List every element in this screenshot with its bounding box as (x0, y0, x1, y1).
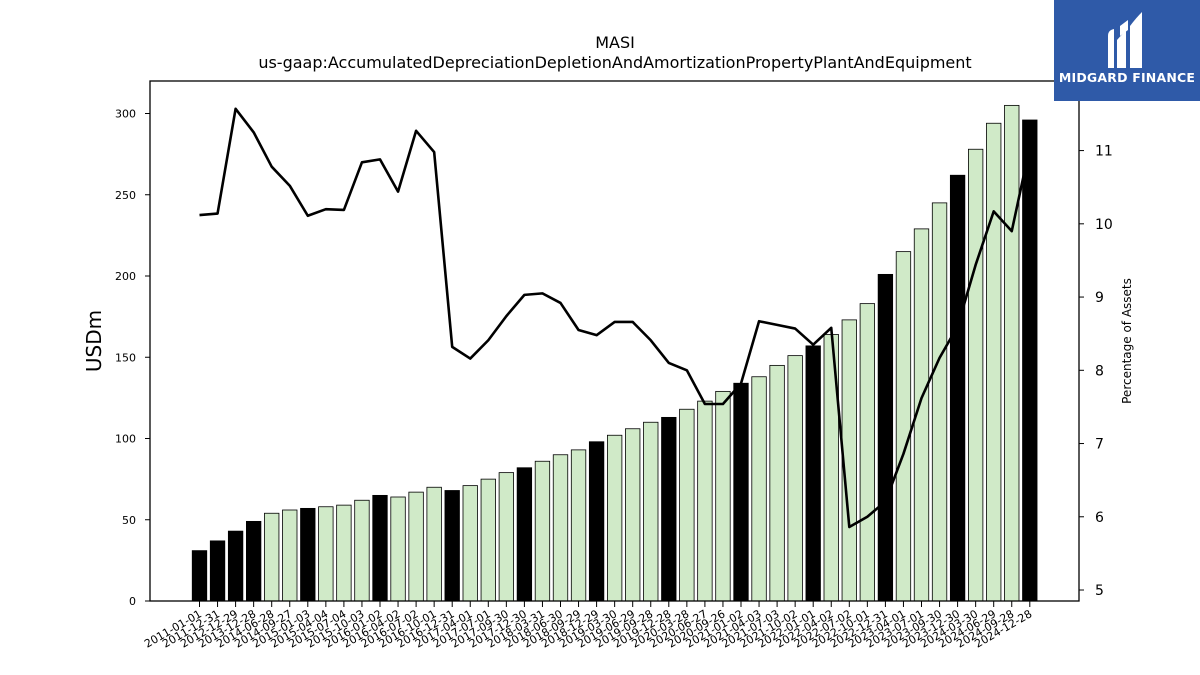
bar (1004, 104, 1020, 602)
bar (245, 520, 262, 602)
bar (769, 364, 785, 602)
y-tick-label: 100 (115, 433, 136, 446)
bar (462, 485, 478, 602)
bar (227, 530, 244, 602)
y-tick-label: 50 (122, 514, 136, 527)
logo: MIDGARD FINANCE (1054, 0, 1200, 101)
y2-tick-label: 5 (1095, 583, 1104, 599)
bar (570, 449, 587, 602)
bar (949, 174, 966, 602)
bar (643, 421, 659, 602)
y-axis-right: 5 6 7 8 9 10 11 (1079, 144, 1113, 599)
bar (986, 122, 1002, 602)
bar (877, 273, 894, 602)
chart-subtitle: us-gaap:AccumulatedDepreciationDepletion… (258, 53, 971, 72)
y2-tick-label: 7 (1095, 437, 1104, 453)
bar (751, 376, 767, 602)
bar (733, 382, 749, 602)
bar (282, 509, 298, 602)
bar (552, 454, 569, 602)
bar (354, 499, 370, 602)
bar (444, 490, 460, 602)
bar (516, 467, 533, 602)
bar (300, 507, 316, 602)
bar (264, 512, 280, 602)
y2-tick-label: 6 (1095, 510, 1104, 526)
y-axis-left: 0 50 100 150 200 250 300 (115, 108, 150, 608)
bar (661, 416, 677, 602)
bar (805, 345, 821, 602)
y-tick-label: 200 (115, 270, 136, 283)
chart-title: MASI (595, 33, 635, 52)
bar (209, 540, 226, 602)
bar (480, 478, 496, 602)
bar (191, 550, 208, 602)
line-series (199, 107, 1032, 529)
midgard-logo-icon (1108, 12, 1142, 68)
bar (426, 486, 442, 602)
y-tick-label: 0 (129, 595, 136, 608)
bar (968, 148, 984, 602)
bar (408, 491, 424, 602)
bar (625, 428, 641, 602)
bar (697, 400, 713, 602)
bar (607, 434, 623, 602)
bar (859, 303, 875, 602)
y2-tick-label: 8 (1095, 363, 1104, 379)
y-tick-label: 250 (115, 189, 136, 202)
bar (390, 496, 406, 602)
y-tick-label: 300 (115, 108, 136, 121)
line-group (199, 107, 1032, 529)
bar-group (191, 104, 1038, 602)
bar (787, 355, 803, 602)
bar (372, 494, 388, 602)
y2-axis-label: Percentage of Assets (1120, 278, 1134, 404)
y2-tick-label: 10 (1095, 217, 1113, 233)
bar (715, 390, 731, 602)
bar (1022, 119, 1038, 602)
y-axis-label: USDm (82, 310, 106, 372)
bar (318, 506, 334, 602)
bar (588, 441, 605, 602)
y2-tick-label: 9 (1095, 290, 1104, 306)
bar (679, 408, 695, 602)
y2-tick-label: 11 (1095, 144, 1113, 160)
logo-text: MIDGARD FINANCE (1058, 70, 1196, 85)
y-tick-label: 150 (115, 351, 136, 364)
bar (895, 251, 912, 602)
bar (498, 472, 515, 602)
x-axis: 2011-01-012011-12-312012-12-292013-12-28… (142, 601, 1034, 651)
bar (931, 202, 948, 602)
bar (336, 504, 352, 602)
bar (534, 460, 551, 602)
